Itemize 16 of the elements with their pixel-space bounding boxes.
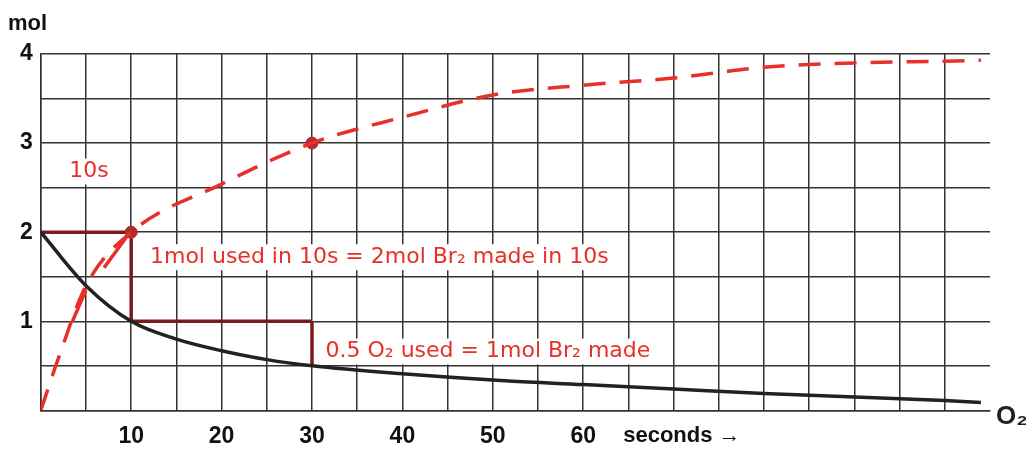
y-tick-label: 3 — [19, 128, 33, 155]
x-tick-label: 50 — [480, 421, 506, 448]
x-tick-label: 30 — [299, 421, 325, 448]
x-tick-label: 60 — [570, 421, 596, 448]
y-axis-title: mol — [8, 10, 48, 36]
x-axis-title: seconds → — [623, 422, 741, 448]
x-tick-label: 40 — [389, 421, 416, 448]
y-tick-label: 4 — [19, 39, 33, 66]
x-tick-label: 20 — [208, 421, 235, 448]
y-tick-label: 2 — [19, 217, 33, 244]
annotation: 10s — [69, 157, 109, 183]
x-tick-label: 10 — [118, 421, 144, 448]
series-label: O₂ — [996, 399, 1028, 430]
y-tick-label: 1 — [19, 306, 33, 333]
annotation: 0.5 O₂ used = 1mol Br₂ made — [325, 337, 651, 363]
annotation: 1mol used in 10s = 2mol Br₂ made in 10s — [149, 242, 609, 268]
